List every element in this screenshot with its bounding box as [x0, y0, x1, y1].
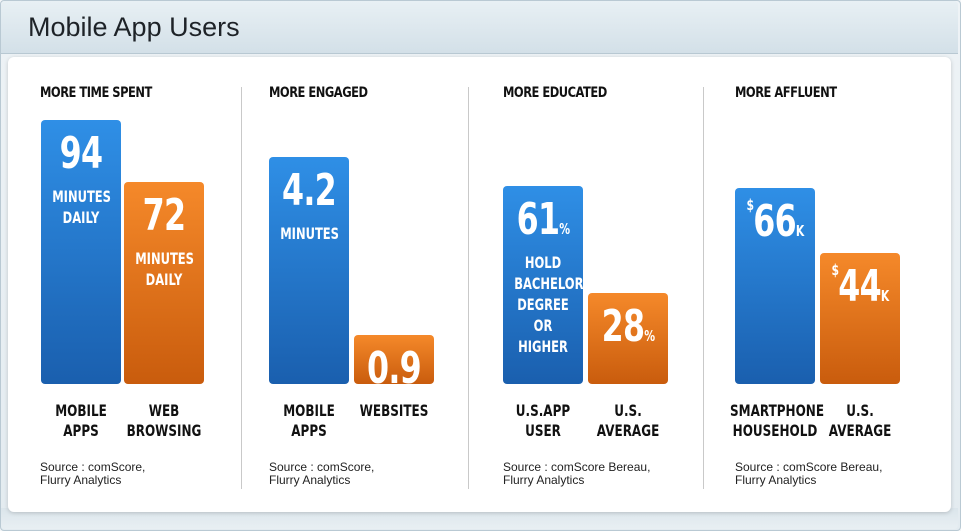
value-suffix: % — [559, 220, 570, 238]
category-line: AVERAGE — [828, 421, 892, 440]
section-title: MORE AFFLUENT — [735, 85, 837, 101]
unit-label: DAILY — [62, 208, 100, 227]
data-label: 94 — [52, 128, 110, 179]
bar: 72 MINUTES DAILY — [124, 182, 204, 384]
unit-label: MINUTES — [280, 224, 339, 243]
source-note: Source : comScore Bereau, Flurry Analytic… — [735, 461, 882, 487]
source-line: Flurry Analytics — [503, 473, 585, 487]
data-label: 61% — [514, 194, 572, 245]
category-label: SMARTPHONE HOUSEHOLD — [730, 401, 825, 441]
data-label: $44K — [831, 261, 889, 312]
category-line: AVERAGE — [596, 421, 660, 440]
bar: 0.9 MINUTES — [354, 335, 434, 421]
category-label: U.S. AVERAGE — [583, 401, 673, 441]
value-suffix: K — [880, 287, 889, 305]
data-value: 66 — [753, 196, 796, 247]
chart-section-2: MORE ENGAGED 4.2 MINUTES MOBILE APPS 0.9 MINUT… — [268, 57, 458, 512]
unit-label: MINUTES — [365, 402, 424, 421]
data-label: 28% — [599, 301, 657, 352]
source-line: Source : comScore, — [269, 460, 375, 474]
category-line: MOBILE — [55, 401, 107, 420]
category-label: MOBILE APPS — [264, 401, 354, 441]
data-value: 44 — [838, 261, 881, 312]
unit-label: MINUTES — [135, 249, 194, 268]
currency-symbol: $ — [831, 261, 839, 279]
value-suffix: K — [795, 222, 804, 240]
unit-label: HIGHER — [518, 337, 568, 356]
source-note: Source : comScore Bereau, Flurry Analytic… — [503, 461, 650, 487]
category-line: APPS — [291, 421, 327, 440]
bar: 94 MINUTES DAILY — [41, 120, 121, 384]
source-line: Source : comScore Bereau, — [503, 460, 651, 474]
unit-label: HOLD — [524, 253, 562, 272]
data-value: 72 — [142, 190, 186, 241]
source-line: Source : comScore Bereau, — [735, 460, 883, 474]
bar: 28% — [588, 293, 668, 384]
section-title: MORE EDUCATED — [503, 85, 607, 101]
data-label: 0.9 — [365, 343, 423, 394]
source-note: Source : comScore, Flurry Analytics — [40, 461, 145, 487]
bar: $66K — [735, 188, 815, 384]
data-value: 4.2 — [282, 165, 337, 216]
source-line: Flurry Analytics — [269, 473, 351, 487]
section-divider — [703, 87, 704, 489]
unit-label: BACHELOR — [514, 274, 584, 293]
data-value: 28 — [601, 301, 645, 352]
data-label: 4.2 — [280, 165, 338, 216]
category-line: MOBILE — [283, 401, 335, 420]
chart-section-3: MORE EDUCATED 61% HOLD BACHELOR DEGREE OR HIGH… — [502, 57, 692, 512]
category-line: U.S. — [846, 401, 874, 420]
category-label: WEB BROWSING — [119, 401, 209, 441]
source-line: Source : comScore, — [40, 460, 146, 474]
section-divider — [241, 87, 242, 489]
bottom-strip — [1, 508, 958, 529]
data-value: 61 — [516, 194, 560, 245]
category-label: MOBILE APPS — [36, 401, 126, 441]
unit-label: DEGREE — [517, 295, 569, 314]
chart-section-4: MORE AFFLUENT $66K SMARTPHONE HOUSEHOLD $44K… — [730, 57, 924, 512]
category-label: U.S.APP USER — [498, 401, 588, 441]
category-line: SMARTPHONE — [730, 401, 825, 420]
unit-label: OR — [533, 316, 553, 335]
category-label: WEBSITES — [349, 401, 439, 421]
source-line: Flurry Analytics — [40, 473, 122, 487]
unit-label: DAILY — [145, 270, 183, 289]
bar: $44K — [820, 253, 900, 384]
source-line: Flurry Analytics — [735, 473, 817, 487]
value-suffix: % — [644, 327, 655, 345]
section-divider — [468, 87, 469, 489]
bar: 4.2 MINUTES — [269, 157, 349, 384]
chart-panel: MORE TIME SPENT 94 MINUTES DAILY MOBILE APPS 7… — [8, 57, 951, 512]
data-value: 0.9 — [367, 343, 422, 394]
category-line: APPS — [63, 421, 99, 440]
data-label: $66K — [746, 196, 804, 247]
header-bar: Mobile App Users — [1, 1, 958, 54]
category-line: U.S. — [614, 401, 642, 420]
category-line: HOUSEHOLD — [732, 421, 818, 440]
bar: 61% HOLD BACHELOR DEGREE OR HIGHER — [503, 186, 583, 384]
page-title: Mobile App Users — [28, 12, 240, 42]
category-line: USER — [525, 421, 561, 440]
source-note: Source : comScore, Flurry Analytics — [269, 461, 374, 487]
chart-section-1: MORE TIME SPENT 94 MINUTES DAILY MOBILE APPS 7… — [39, 57, 229, 512]
data-label: 72 — [135, 190, 193, 241]
category-line: WEB — [148, 401, 180, 420]
data-value: 94 — [59, 128, 103, 179]
category-line: U.S.APP — [515, 401, 571, 420]
category-label: U.S. AVERAGE — [815, 401, 905, 441]
category-line: WEBSITES — [359, 401, 429, 420]
category-line: BROWSING — [126, 421, 202, 440]
unit-label: MINUTES — [52, 187, 111, 206]
currency-symbol: $ — [746, 196, 754, 214]
section-title: MORE ENGAGED — [269, 85, 368, 101]
section-title: MORE TIME SPENT — [40, 85, 152, 101]
